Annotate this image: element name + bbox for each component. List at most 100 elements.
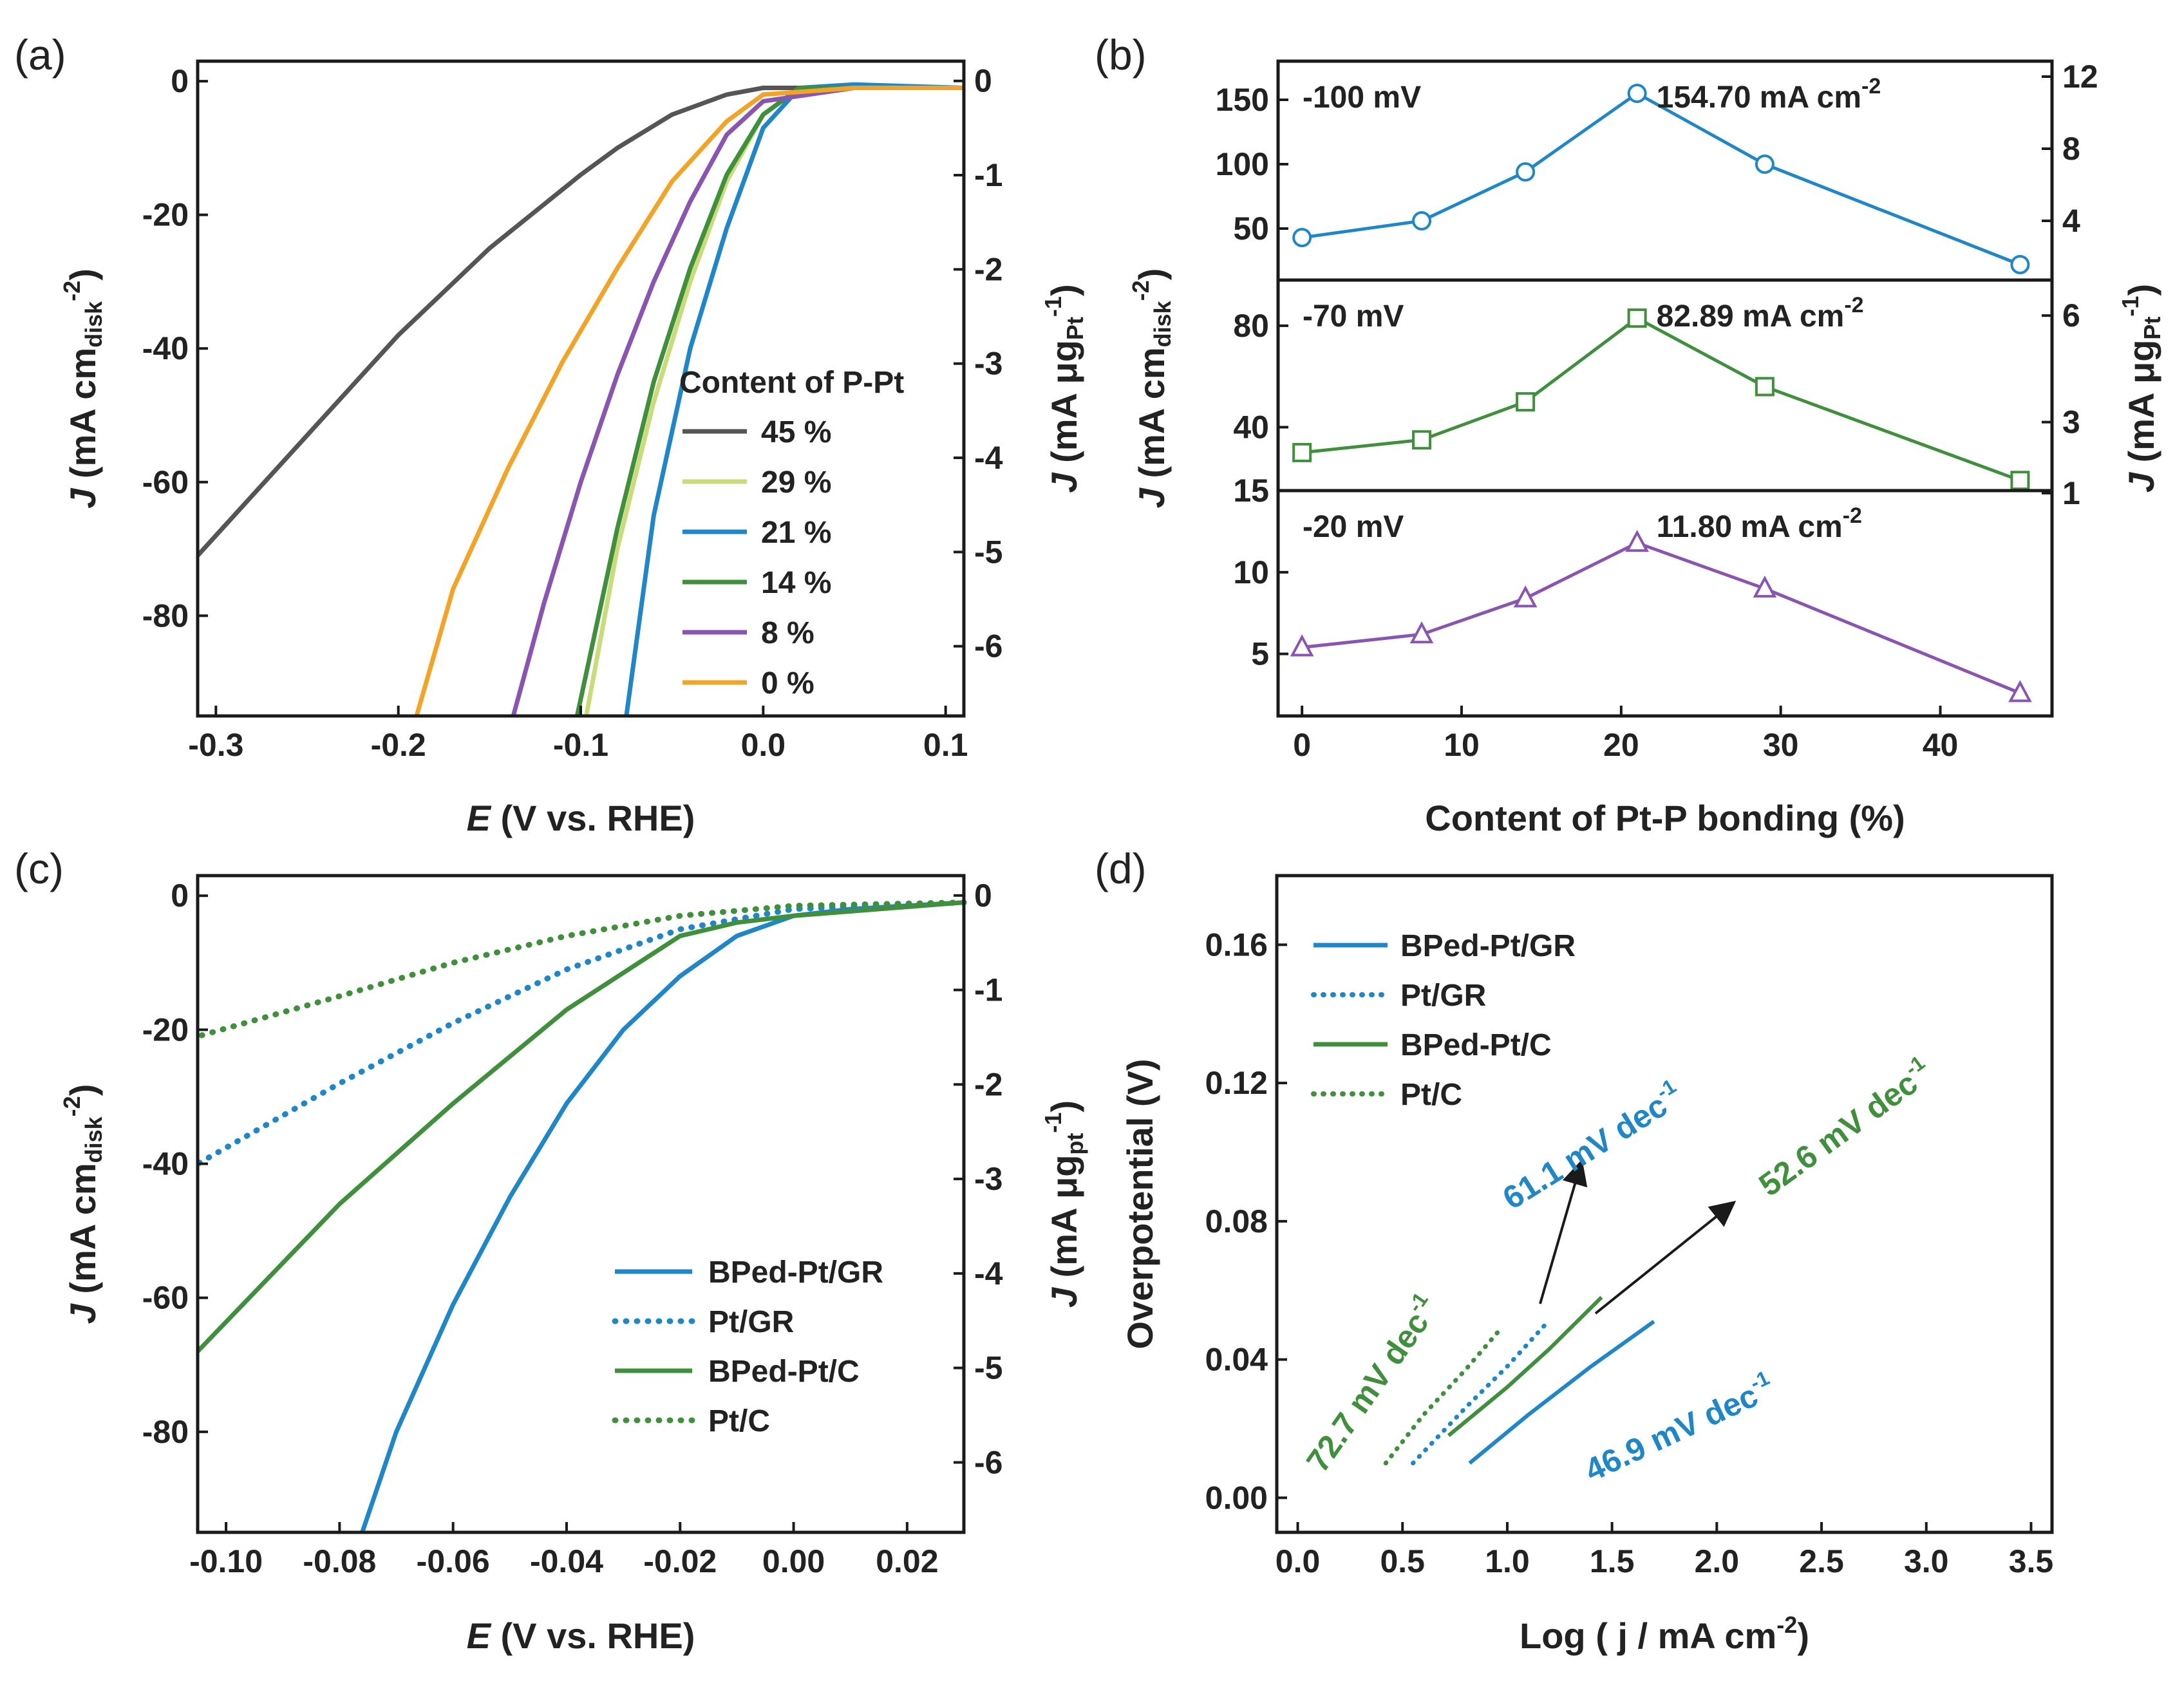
c-y-axis-label-text: (mA cm (62, 1163, 103, 1304)
d-x-sup: -2 (1776, 1612, 1797, 1638)
c-y-axis-label-close: ) (62, 1084, 103, 1096)
b-y2-tick-label: 8 (2062, 131, 2080, 167)
d-slope-text: 72.7 mV dec (1299, 1305, 1436, 1478)
b-series-line (1301, 91, 2021, 267)
d-y-tick-label: 0.12 (1205, 1065, 1268, 1101)
panel-d-frame (1275, 874, 2054, 1534)
c-y-tick-label: 0 (171, 878, 189, 914)
d-series-line (1468, 1320, 1655, 1465)
d-slope-text: 52.6 mV dec (1753, 1065, 1925, 1203)
b-point-circle (1412, 211, 1432, 230)
a-y-tick-label: -40 (142, 330, 189, 366)
panel-b-label: (b) (1095, 31, 1147, 79)
d-y-tick-label: 0.08 (1205, 1203, 1268, 1239)
b-point-square (1412, 430, 1432, 450)
d-y-tick-label: 0.00 (1205, 1480, 1268, 1516)
b-y2-axis-label: J (mA μgPt-1) (2117, 284, 2165, 493)
panel-c-label: (c) (14, 845, 64, 892)
legend-label: Pt/GR (1400, 979, 1486, 1013)
b-point-triangle (1625, 529, 1649, 552)
b-y-axis-label-close: ) (1131, 268, 1172, 281)
b-point-circle (1755, 155, 1774, 174)
c-y-axis-label-sub: disk (80, 1116, 107, 1163)
legend-label: 14 % (761, 566, 831, 600)
c-y2-axis-label-symbol: J (1044, 1286, 1084, 1308)
legend-label: 21 % (761, 516, 831, 550)
legend-label: Pt/C (1400, 1078, 1462, 1112)
series-line-45 (196, 86, 964, 558)
a-y-axis-label-symbol: J (62, 487, 103, 509)
c-y2-tick-label: -2 (974, 1066, 1003, 1102)
x-tick-label: 0.02 (876, 1543, 938, 1579)
d-arrow (1594, 1200, 1737, 1315)
x-tick-label: 1.5 (1590, 1543, 1635, 1579)
x-tick-label: 2.0 (1695, 1543, 1740, 1579)
c-x-axis-label: E (V vs. RHE) (467, 1615, 695, 1656)
b-y-tick-label: 40 (1233, 409, 1269, 446)
a-y2-tick-label: -4 (974, 440, 1003, 476)
b-annotation-text: 154.70 mA cm (1657, 80, 1861, 115)
d-y-tick-label: 0.04 (1205, 1342, 1268, 1378)
a-y2-axis-label-symbol: J (1044, 472, 1084, 493)
b-y-axis-label-text: (mA cm (1131, 347, 1172, 488)
b-subplot-label: -100 mV (1303, 80, 1421, 115)
legend-label: 0 % (761, 666, 814, 700)
c-y-tick-label: -40 (142, 1146, 189, 1182)
x-tick-label: 0.1 (923, 727, 968, 763)
b-point-circle (1516, 162, 1536, 182)
c-series-line (194, 899, 967, 1040)
x-tick-label: 0.00 (762, 1543, 825, 1579)
c-x-text: (V vs. RHE) (491, 1615, 695, 1656)
series-line-8 (511, 86, 964, 717)
b-point-triangle (1290, 634, 1314, 657)
c-y2-tick-label: -5 (974, 1350, 1003, 1386)
b-point-triangle (1409, 621, 1434, 644)
b-point-circle (1292, 228, 1312, 247)
a-y2-tick-label: -6 (974, 628, 1003, 664)
a-y-axis-label-sub: disk (80, 301, 107, 348)
b-annotation-sup: -2 (1844, 293, 1863, 317)
b-subplot-label: -20 mV (1303, 510, 1404, 544)
c-y2-axis-label: J (mA μgpt-1) (1040, 1100, 1088, 1308)
x-tick-label: -0.1 (553, 727, 608, 763)
a-y2-axis-label: J (mA μgPt-1) (1040, 284, 1088, 493)
c-series-line (360, 900, 965, 1534)
a-y2-tick-label: -1 (974, 157, 1003, 193)
d-series-line (1383, 1326, 1503, 1466)
a-y-tick-label: -80 (142, 597, 189, 634)
x-tick-label: 0.5 (1380, 1543, 1425, 1579)
panel-b-frame (1276, 59, 2054, 718)
x-tick-label: 0 (1293, 727, 1311, 763)
d-series-line (1447, 1295, 1603, 1438)
c-y2-tick-label: -4 (974, 1255, 1003, 1292)
a-y-tick-label: -60 (142, 464, 189, 500)
d-slope-text: 46.9 mV dec (1579, 1377, 1764, 1489)
b-y2-tick-label: 1 (2062, 475, 2080, 511)
b-y2-axis-label-sup: -1 (2117, 296, 2143, 317)
d-x-end: ) (1797, 1615, 1809, 1656)
b-y2-tick-label: 3 (2062, 404, 2080, 440)
b-y-axis-label: J (mA cmdisk-2) (1127, 268, 1176, 509)
b-point-square (1627, 308, 1647, 328)
b-y2-axis-label-sub: Pt (2139, 317, 2165, 340)
c-y2-tick-label: 0 (974, 878, 992, 914)
series-line-21 (624, 82, 965, 717)
x-tick-label: 0.0 (1276, 1543, 1321, 1579)
b-y-axis-label-symbol: J (1131, 487, 1172, 508)
b-series-line (1301, 541, 2021, 695)
d-slope-annotation: 52.6 mV dec-1 (1750, 1051, 1939, 1203)
b-point-circle (1627, 84, 1647, 103)
x-tick-label: 10 (1444, 727, 1480, 763)
legend-label: 29 % (761, 465, 831, 500)
a-y-tick-label: -20 (142, 197, 189, 233)
c-y-axis-label: J (mA cmdisk-2) (59, 1084, 107, 1324)
d-slope-text: 61.1 mV dec (1496, 1087, 1673, 1217)
a-x-text: (V vs. RHE) (491, 798, 695, 838)
d-y-tick-label: 0.16 (1205, 926, 1268, 963)
b-annotation-text: 11.80 mA cm (1657, 510, 1843, 544)
x-tick-label: 3.0 (1904, 1543, 1949, 1579)
b-series-line (1301, 316, 2021, 482)
b-subplot-label: -70 mV (1303, 299, 1404, 334)
panel-a-label: (a) (14, 31, 66, 79)
